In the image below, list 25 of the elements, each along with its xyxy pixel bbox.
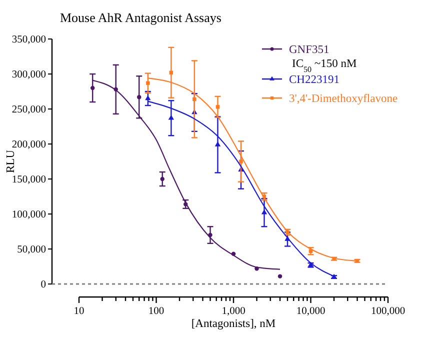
legend-label: 3',4'-Dimethoxyflavone xyxy=(289,93,398,105)
x-tick-label: 1,000 xyxy=(222,306,246,317)
y-tick-label: 300,000 xyxy=(12,70,46,80)
x-axis-title: [Antagonists], nM xyxy=(191,318,276,330)
annotation: IC$_{50}$ ~150 nM xyxy=(292,58,357,74)
point xyxy=(169,70,174,74)
y-axis-title: RLU xyxy=(5,149,17,173)
y-tick-label: 50,000 xyxy=(17,244,46,256)
y-tick-label: 350,000 xyxy=(12,34,46,46)
y-tick-label: 150,000 xyxy=(12,174,46,186)
chart-title: Mouse AhR Antagonist Assays xyxy=(60,10,222,25)
x-tick-label: 10,000 xyxy=(296,306,326,317)
x-tick-label: 10 xyxy=(74,306,84,317)
legend-label: CH223191 xyxy=(289,74,340,86)
point xyxy=(239,160,243,164)
y-tick-label: 100,000 xyxy=(12,210,46,220)
y-tick-label: 250,000 xyxy=(12,104,46,116)
y-tick-label: 0 xyxy=(40,280,46,290)
y-tick-label: 200,000 xyxy=(12,140,46,150)
legend-label: GNF351 xyxy=(289,44,330,56)
x-tick-label: 100 xyxy=(148,306,164,317)
point xyxy=(146,81,150,85)
point xyxy=(216,105,220,109)
x-tick-label: 100,000 xyxy=(370,306,406,317)
point xyxy=(192,97,196,102)
